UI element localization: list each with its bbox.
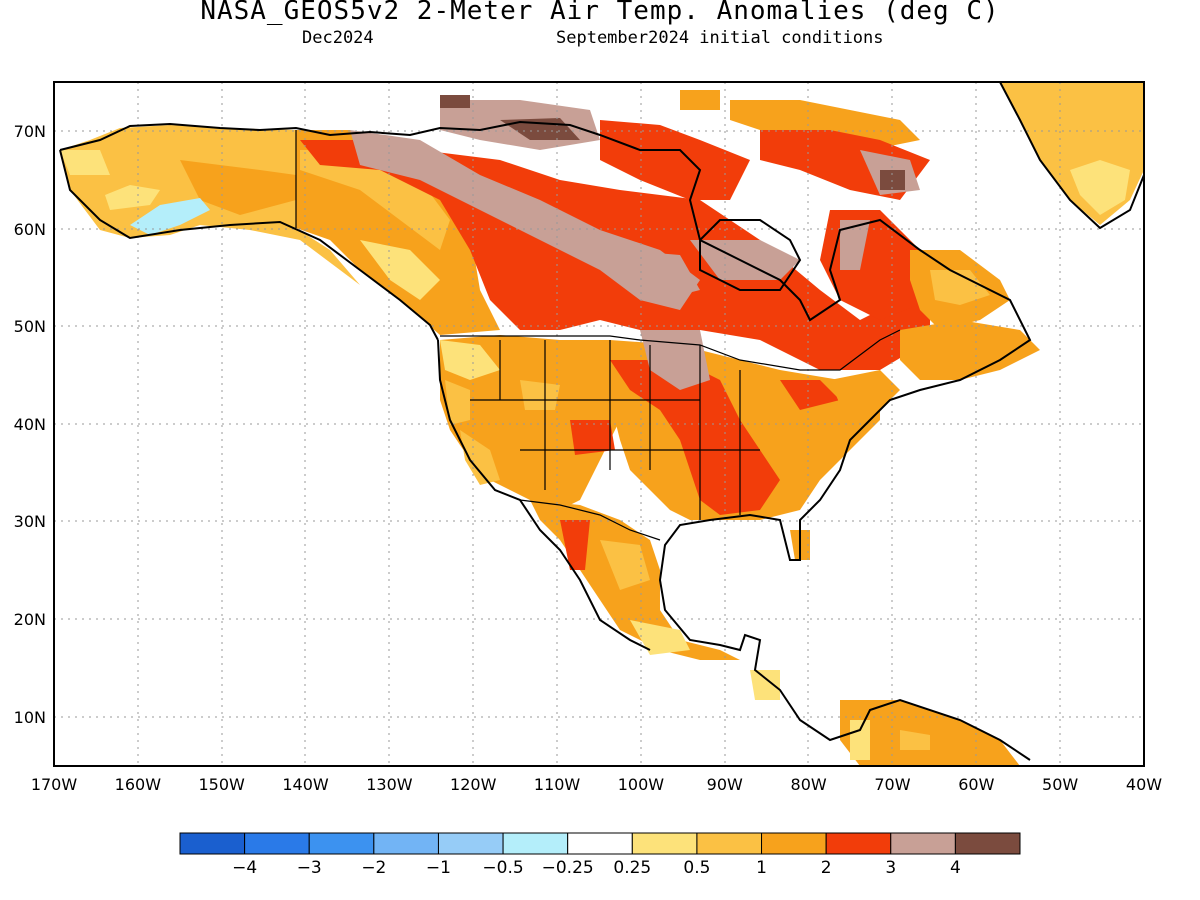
- colorbar-swatch: [696, 832, 763, 855]
- lon-tick-label: 120W: [450, 775, 497, 794]
- colorbar-label: 0.25: [613, 858, 651, 878]
- lon-tick-label: 80W: [791, 775, 827, 794]
- colorbar-swatch: [437, 832, 504, 855]
- lat-tick-label: 60N: [14, 220, 46, 239]
- lon-tick-label: 160W: [115, 775, 162, 794]
- colorbar-label: −2: [361, 858, 386, 878]
- forecast-month: Dec2024: [302, 28, 374, 48]
- lon-tick-label: 140W: [282, 775, 329, 794]
- lon-tick-label: 100W: [618, 775, 665, 794]
- colorbar-swatch: [308, 832, 375, 855]
- initial-conditions: September2024 initial conditions: [556, 28, 884, 48]
- colorbar-swatch: [373, 832, 439, 855]
- colorbar-swatch: [179, 832, 246, 855]
- colorbar-label: −4: [232, 858, 257, 878]
- lon-tick-label: 90W: [707, 775, 743, 794]
- colorbar-label: 1: [756, 858, 767, 878]
- lon-tick-label: 50W: [1042, 775, 1078, 794]
- lon-tick-label: 40W: [1126, 775, 1162, 794]
- colorbar-label: 4: [950, 858, 961, 878]
- lat-tick-label: 50N: [14, 317, 46, 336]
- colorbar-swatch: [631, 832, 698, 855]
- colorbar-swatch: [244, 832, 310, 855]
- map-title: NASA_GEOS5v2 2-Meter Air Temp. Anomalies…: [200, 0, 1000, 26]
- lon-tick-label: 130W: [366, 775, 413, 794]
- lon-tick-label: 150W: [199, 775, 246, 794]
- lon-tick-label: 170W: [31, 775, 78, 794]
- lat-tick-label: 20N: [14, 610, 46, 629]
- lat-tick-label: 40N: [14, 415, 46, 434]
- anomaly-fill: [60, 82, 1144, 766]
- colorbar-label: −0.25: [542, 858, 594, 878]
- colorbar-swatch: [502, 832, 569, 855]
- colorbar-swatch: [567, 832, 633, 855]
- lat-tick-label: 70N: [14, 122, 46, 141]
- lat-tick-label: 30N: [14, 512, 46, 531]
- lon-tick-label: 70W: [874, 775, 910, 794]
- colorbar-swatch: [890, 832, 956, 855]
- colorbar-label: −0.5: [482, 858, 523, 878]
- political-borders: [295, 130, 901, 541]
- colorbar-label: −3: [297, 858, 322, 878]
- colorbar-swatch: [825, 832, 892, 855]
- colorbar-swatch: [954, 832, 1021, 855]
- graticule: [54, 82, 1144, 766]
- colorbar-label: −1: [426, 858, 451, 878]
- coastlines: [59, 82, 1144, 761]
- colorbar-label: 3: [885, 858, 896, 878]
- plot-frame: [53, 81, 1145, 767]
- colorbar-swatch: [761, 832, 827, 855]
- colorbar: −4 −3 −2 −1 −0.5 −0.25 0.25 0.5 1 2 3 4: [179, 832, 1021, 878]
- lon-tick-label: 60W: [958, 775, 994, 794]
- colorbar-label: 2: [821, 858, 832, 878]
- lon-tick-label: 110W: [534, 775, 581, 794]
- latitude-labels: 10N 20N 30N 40N 50N 60N 70N: [14, 122, 46, 727]
- colorbar-label: 0.5: [683, 858, 710, 878]
- longitude-labels: 170W 160W 150W 140W 130W 120W 110W 100W 90W 80W 70…: [31, 775, 1162, 794]
- lat-tick-label: 10N: [14, 708, 46, 727]
